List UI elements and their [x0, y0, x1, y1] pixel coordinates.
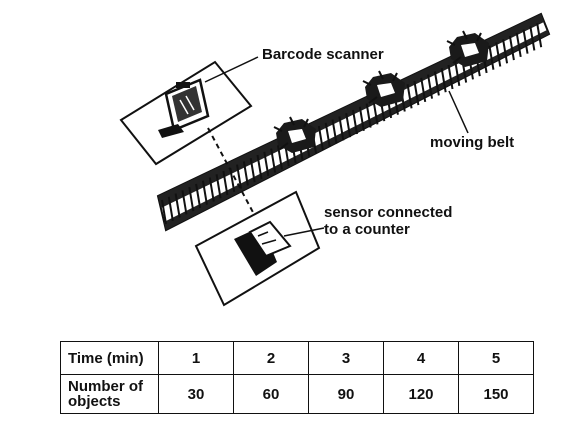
belt-link: [440, 68, 447, 93]
scanner-leader: [204, 56, 259, 83]
belt-link: [317, 125, 324, 151]
belt-link: [174, 193, 181, 218]
belt-link: [495, 42, 502, 67]
sensor: [194, 190, 321, 307]
belt-link: [222, 170, 229, 196]
belt-link: [413, 80, 420, 106]
belt-link: [236, 164, 243, 189]
time-cell: 3: [308, 341, 384, 375]
belt-link: [249, 158, 256, 183]
time-cell: 1: [158, 341, 234, 375]
moving-belt-label: moving belt: [430, 134, 515, 151]
belt-link: [276, 145, 283, 170]
belt-link: [372, 100, 379, 125]
moving-belt: [156, 12, 551, 232]
sensor-label: sensor connected to a counter: [324, 204, 453, 238]
time-objects-table: Time (min) 1 2 3 4 5 Number of objects 3…: [60, 341, 534, 414]
belt-link: [215, 174, 222, 199]
belt-link: [447, 64, 454, 90]
table-row-time: Time (min) 1 2 3 4 5: [60, 341, 534, 375]
belt-object: [446, 30, 489, 67]
belt-link: [502, 39, 509, 64]
belt-link: [161, 199, 167, 225]
belt-link: [529, 26, 536, 51]
belt-link: [256, 154, 263, 180]
belt-link: [515, 32, 522, 58]
time-cell: 5: [458, 341, 534, 375]
belt-link: [331, 119, 338, 144]
belt-link: [358, 106, 365, 131]
belt-link: [181, 190, 188, 215]
belt-object: [273, 116, 316, 153]
objects-cell: 150: [458, 374, 534, 414]
barcode-scanner: [119, 60, 253, 166]
row-header-objects: Number of objects: [60, 374, 159, 414]
row-header-time: Time (min): [60, 341, 159, 375]
time-cell: 2: [233, 341, 309, 375]
objects-cell: 30: [158, 374, 234, 414]
belt-link: [433, 71, 440, 96]
belt-link: [195, 183, 202, 209]
belt-link: [208, 177, 215, 202]
belt-link: [454, 61, 461, 86]
belt-link: [488, 45, 495, 70]
belt-link: [420, 77, 427, 103]
belt-link: [508, 35, 515, 61]
belt-link: [167, 196, 174, 221]
belt-link: [522, 29, 529, 54]
time-cell: 4: [383, 341, 459, 375]
belt-link: [201, 180, 208, 205]
objects-cell: 90: [308, 374, 384, 414]
table-row-objects: Number of objects 30 60 90 120 150: [60, 374, 534, 414]
belt-link: [188, 186, 195, 212]
barcode-scanner-label: Barcode scanner: [262, 46, 384, 63]
objects-cell: 60: [233, 374, 309, 414]
belt-link: [352, 109, 358, 135]
scan-beam: [207, 127, 256, 217]
belt-link: [406, 84, 413, 109]
belt-link: [263, 151, 270, 176]
belt-link: [536, 23, 543, 48]
sensor-leader: [283, 227, 325, 237]
belt-leader: [448, 90, 469, 134]
objects-cell: 120: [383, 374, 459, 414]
belt-link: [242, 161, 249, 186]
belt-link: [365, 103, 372, 128]
belt-link: [270, 148, 277, 173]
belt-object: [362, 70, 405, 107]
belt-link: [427, 74, 434, 99]
belt-link: [324, 122, 331, 148]
belt-link: [338, 116, 345, 141]
belt-link: [345, 113, 352, 138]
